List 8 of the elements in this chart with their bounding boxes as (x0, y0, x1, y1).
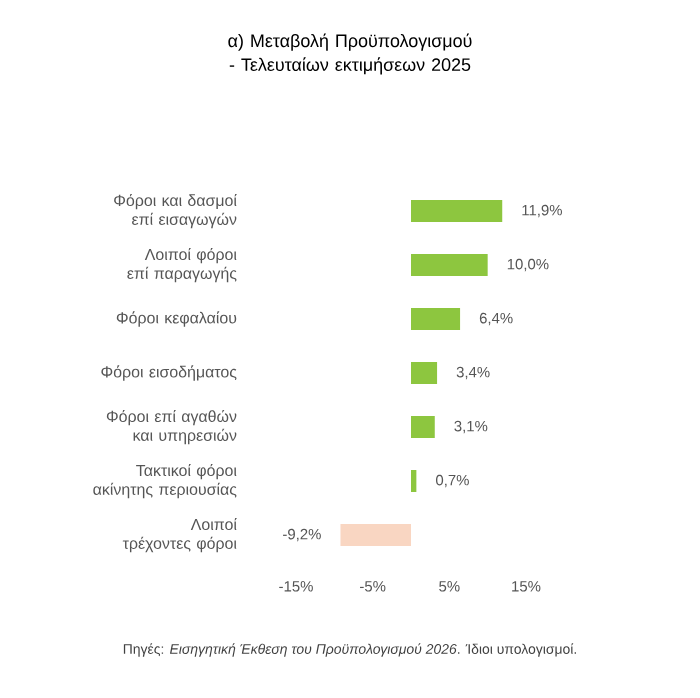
bar (411, 470, 417, 492)
chart-title: α) Μεταβολή Προϋπολογισμού - Τελευταίων εκτιμήσεων 2025 (228, 33, 472, 75)
bar (411, 416, 435, 438)
bar (411, 200, 503, 222)
bar (340, 524, 411, 546)
bar (411, 308, 461, 330)
bar (411, 254, 488, 276)
bar (411, 362, 438, 384)
